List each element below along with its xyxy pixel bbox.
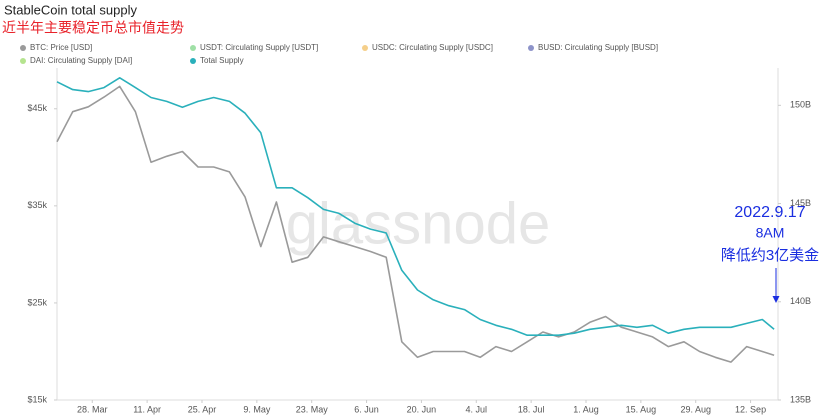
- x-tick-label: 25. Apr: [188, 404, 217, 414]
- x-tick-label: 20. Jun: [407, 404, 437, 414]
- y-tick-label: $15k: [27, 394, 47, 404]
- legend-entry[interactable]: DAI: Circulating Supply [DAI]: [30, 56, 132, 65]
- x-tick-label: 28. Mar: [77, 404, 108, 414]
- legend-entry[interactable]: USDT: Circulating Supply [USDT]: [200, 43, 318, 52]
- x-tick-label: 11. Apr: [133, 404, 161, 414]
- legend-entry[interactable]: BTC: Price [USD]: [30, 43, 92, 52]
- legend-marker[interactable]: [362, 45, 368, 51]
- chart-title: StableCoin total supply: [4, 2, 137, 17]
- legend-marker[interactable]: [20, 58, 26, 64]
- x-tick-label: 9. May: [243, 404, 271, 414]
- series-line: [56, 85, 775, 363]
- y2-tick-label: 140B: [790, 296, 811, 306]
- x-tick-label: 29. Aug: [680, 404, 711, 414]
- watermark: glassnode: [286, 191, 550, 256]
- legend-entry[interactable]: USDC: Circulating Supply [USDC]: [372, 43, 493, 52]
- x-tick-label: 23. May: [296, 404, 329, 414]
- y2-tick-label: 145B: [790, 198, 811, 208]
- annotation: 8AM: [756, 225, 785, 241]
- legend-marker[interactable]: [190, 58, 196, 64]
- x-tick-label: 12. Sep: [735, 404, 766, 414]
- legend-marker[interactable]: [190, 45, 196, 51]
- y-tick-label: $25k: [27, 297, 47, 307]
- series-line: [56, 77, 775, 336]
- annotation: 2022.9.17: [734, 204, 805, 221]
- chart-subtitle: 近半年主要稳定币总市值走势: [2, 20, 184, 36]
- legend-entry[interactable]: BUSD: Circulating Supply [BUSD]: [538, 43, 658, 52]
- y2-tick-label: 150B: [790, 100, 811, 110]
- y-tick-label: $45k: [27, 103, 47, 113]
- legend-marker[interactable]: [20, 45, 26, 51]
- x-tick-label: 6. Jun: [354, 404, 379, 414]
- y2-tick-label: 135B: [790, 394, 811, 404]
- y-tick-label: $35k: [27, 200, 47, 210]
- x-tick-label: 18. Jul: [518, 404, 545, 414]
- annotation: 降低约3亿美金: [721, 247, 819, 264]
- x-tick-label: 15. Aug: [626, 404, 657, 414]
- x-tick-label: 4. Jul: [466, 404, 488, 414]
- annotation-arrowhead: [772, 296, 780, 303]
- legend-marker[interactable]: [528, 45, 534, 51]
- legend-entry[interactable]: Total Supply: [200, 56, 244, 65]
- x-tick-label: 1. Aug: [573, 404, 599, 414]
